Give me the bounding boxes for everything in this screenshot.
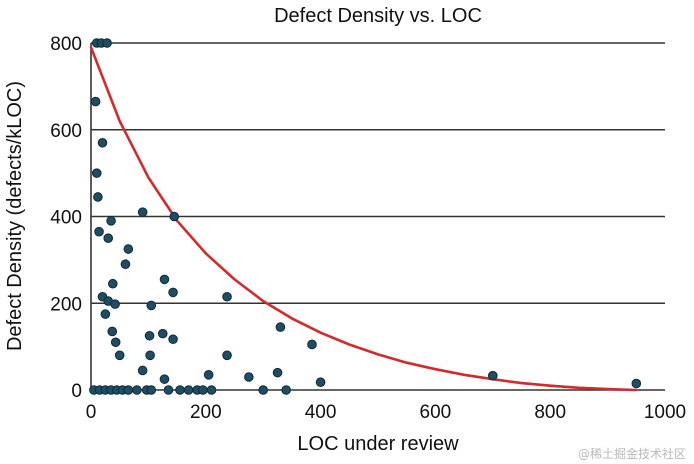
x-tick-label: 800: [534, 402, 566, 423]
y-tick-label: 200: [50, 294, 82, 315]
data-point: [146, 385, 157, 395]
watermark: @稀土掘金技术社区: [578, 446, 686, 461]
data-point: [120, 259, 131, 270]
y-tick-label: 0: [71, 381, 82, 402]
data-point: [144, 330, 155, 341]
data-point: [198, 385, 208, 395]
data-point: [123, 385, 134, 395]
x-tick-label: 600: [420, 402, 452, 423]
x-tick-label: 400: [305, 402, 337, 423]
data-point: [203, 370, 214, 380]
data-point: [137, 207, 148, 217]
data-point: [206, 385, 217, 395]
data-point: [244, 372, 254, 382]
data-point: [145, 350, 155, 361]
chart-title: Defect Density vs. LOC: [274, 5, 482, 27]
data-point: [275, 322, 286, 332]
data-point: [183, 385, 194, 395]
data-point: [107, 326, 118, 337]
data-point: [137, 365, 148, 376]
data-point: [222, 350, 232, 361]
data-point: [272, 367, 283, 378]
data-point: [222, 291, 232, 302]
trend-line: [89, 46, 638, 392]
x-axis-label: LOC under review: [297, 433, 459, 455]
data-point: [159, 374, 170, 384]
data-point: [110, 337, 121, 348]
data-point: [168, 334, 178, 345]
data-point: [146, 300, 157, 311]
data-point: [94, 226, 104, 237]
data-point: [91, 168, 102, 178]
data-point: [157, 328, 168, 339]
data-point: [93, 192, 103, 202]
data-point: [100, 309, 111, 319]
data-point: [114, 350, 125, 361]
data-point: [106, 216, 116, 226]
data-point: [97, 137, 108, 148]
data-point: [307, 339, 317, 350]
data-point: [90, 96, 101, 107]
data-point: [175, 385, 185, 395]
data-point: [488, 370, 498, 381]
x-tick-label: 200: [190, 402, 222, 423]
data-point: [102, 38, 112, 48]
y-tick-label: 600: [50, 121, 82, 142]
data-point: [110, 299, 120, 309]
data-point: [123, 244, 134, 254]
data-point: [169, 211, 180, 222]
trend-line-group: [89, 46, 638, 392]
y-tick-label: 800: [50, 34, 82, 55]
data-points: [89, 38, 642, 395]
data-point: [132, 385, 142, 395]
y-tick-label: 400: [50, 208, 82, 229]
y-axis-label: Defect Density (defects/kLOC): [4, 81, 26, 351]
data-point: [631, 378, 642, 389]
x-tick-label: 1000: [644, 402, 686, 423]
tick-labels: 0 200 400 600 800 0 200 400 600 800 1000: [50, 34, 686, 423]
data-point: [168, 287, 178, 298]
data-point: [103, 233, 114, 243]
data-point: [163, 385, 174, 395]
data-point: [315, 377, 326, 387]
data-point: [108, 278, 118, 289]
data-point: [281, 385, 291, 395]
data-point: [258, 385, 269, 395]
x-tick-label: 0: [86, 402, 97, 423]
data-point: [159, 274, 170, 285]
